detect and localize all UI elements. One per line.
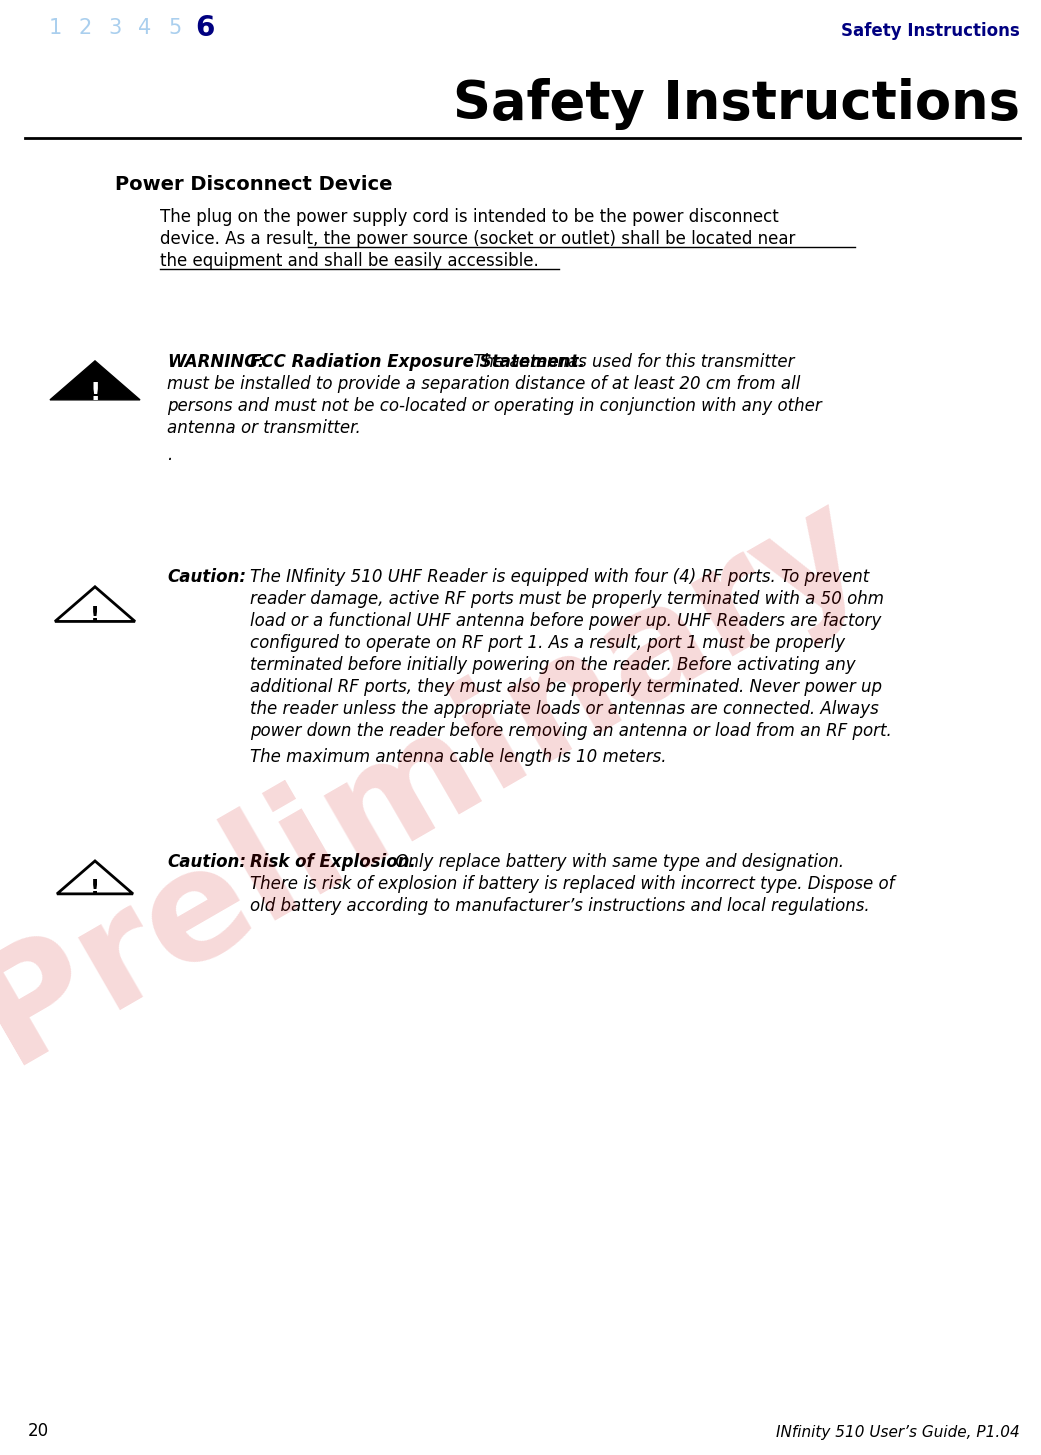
Text: The plug on the power supply cord is intended to be the power disconnect: The plug on the power supply cord is int…: [160, 208, 779, 226]
Text: INfinity 510 User’s Guide, P1.04: INfinity 510 User’s Guide, P1.04: [777, 1424, 1020, 1440]
Text: 3: 3: [108, 17, 122, 38]
Text: Safety Instructions: Safety Instructions: [841, 22, 1020, 39]
Text: 6: 6: [196, 15, 214, 42]
Text: The INfinity 510 UHF Reader is equipped with four (4) RF ports. To prevent: The INfinity 510 UHF Reader is equipped …: [250, 567, 869, 586]
Text: reader damage, active RF ports must be properly terminated with a 50 ohm: reader damage, active RF ports must be p…: [250, 589, 884, 608]
Text: 2: 2: [78, 17, 92, 38]
Text: Power Disconnect Device: Power Disconnect Device: [115, 175, 392, 194]
Text: the reader unless the appropriate loads or antennas are connected. Always: the reader unless the appropriate loads …: [250, 700, 879, 717]
Text: The antennas used for this transmitter: The antennas used for this transmitter: [468, 354, 794, 371]
Text: FCC Radiation Exposure Statement.: FCC Radiation Exposure Statement.: [250, 354, 585, 371]
Text: antenna or transmitter.: antenna or transmitter.: [167, 419, 361, 436]
Text: !: !: [90, 381, 101, 404]
Text: configured to operate on RF port 1. As a result, port 1 must be properly: configured to operate on RF port 1. As a…: [250, 634, 845, 652]
Text: !: !: [90, 879, 100, 899]
Text: The maximum antenna cable length is 10 meters.: The maximum antenna cable length is 10 m…: [250, 748, 666, 765]
Text: .: .: [167, 447, 172, 464]
Text: Preliminary: Preliminary: [0, 467, 888, 1094]
Text: the equipment and shall be easily accessible.: the equipment and shall be easily access…: [160, 252, 539, 271]
Text: must be installed to provide a separation distance of at least 20 cm from all: must be installed to provide a separatio…: [167, 375, 801, 393]
Text: load or a functional UHF antenna before power up. UHF Readers are factory: load or a functional UHF antenna before …: [250, 613, 882, 630]
Text: There is risk of explosion if battery is replaced with incorrect type. Dispose o: There is risk of explosion if battery is…: [250, 874, 894, 893]
Polygon shape: [50, 361, 139, 400]
Text: 1: 1: [48, 17, 61, 38]
Text: device. As a result, the power source (socket or outlet) shall be located near: device. As a result, the power source (s…: [160, 230, 795, 247]
Text: 20: 20: [28, 1422, 49, 1440]
Polygon shape: [57, 861, 133, 893]
Text: 4: 4: [138, 17, 152, 38]
Text: terminated before initially powering on the reader. Before activating any: terminated before initially powering on …: [250, 656, 856, 674]
Text: additional RF ports, they must also be properly terminated. Never power up: additional RF ports, they must also be p…: [250, 678, 882, 695]
Text: old battery according to manufacturer’s instructions and local regulations.: old battery according to manufacturer’s …: [250, 896, 869, 915]
Text: Safety Instructions: Safety Instructions: [453, 79, 1020, 129]
Text: persons and must not be co-located or operating in conjunction with any other: persons and must not be co-located or op…: [167, 397, 821, 415]
Text: Risk of Explosion.: Risk of Explosion.: [250, 853, 415, 872]
Text: Caution:: Caution:: [167, 567, 246, 586]
Text: WARNING:: WARNING:: [167, 354, 264, 371]
Text: 5: 5: [169, 17, 181, 38]
Text: Caution:: Caution:: [167, 853, 246, 872]
Text: power down the reader before removing an antenna or load from an RF port.: power down the reader before removing an…: [250, 722, 892, 741]
Text: !: !: [90, 605, 100, 626]
Text: Only replace battery with same type and designation.: Only replace battery with same type and …: [390, 853, 844, 872]
Polygon shape: [55, 586, 135, 621]
